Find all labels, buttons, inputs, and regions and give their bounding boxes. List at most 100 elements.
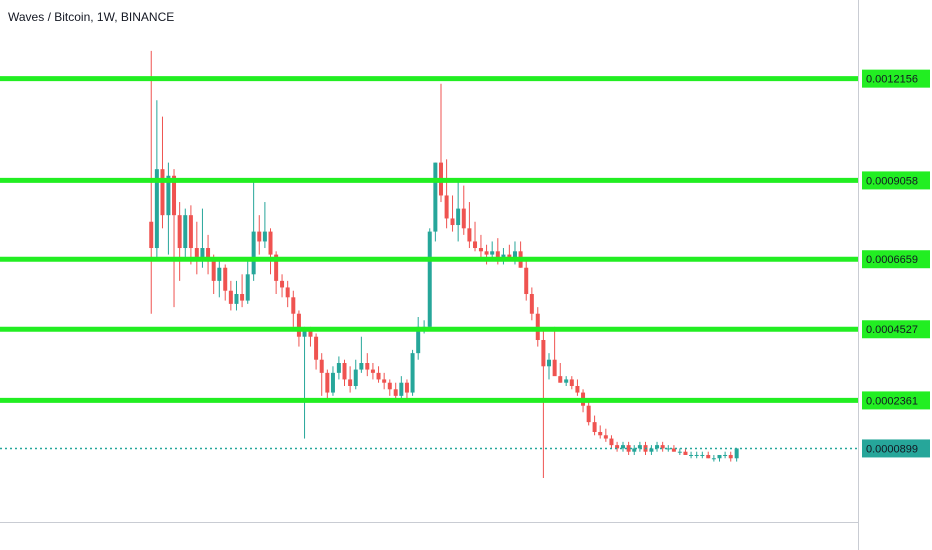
candle-body (183, 215, 188, 249)
candle-body (495, 251, 500, 258)
candle-body (336, 363, 341, 373)
level-label: 0.0012156 (866, 74, 918, 86)
candle-body (541, 340, 546, 367)
candle-body (285, 287, 290, 298)
candle-body (268, 231, 273, 255)
candle-body (689, 454, 694, 456)
candle-body (410, 353, 415, 393)
chart-title: Waves / Bitcoin, 1W, BINANCE (8, 10, 174, 24)
candle-body (291, 297, 296, 314)
level-label-box (862, 391, 930, 410)
candle-body (240, 294, 245, 301)
candle-body (671, 448, 676, 452)
candle-body (433, 162, 438, 232)
candle-body (399, 382, 404, 396)
candle-body (302, 330, 307, 337)
candle-body (507, 254, 512, 258)
candle-body (467, 228, 472, 242)
candle-body (609, 438, 614, 446)
candle-body (365, 363, 370, 370)
candle-body (177, 215, 182, 249)
candle-body (649, 448, 654, 452)
candle-body (677, 451, 682, 453)
candle-body (427, 231, 432, 327)
level-label: 0.0006659 (866, 254, 918, 266)
candle-body (160, 169, 165, 216)
candle-body (717, 454, 722, 459)
candle-body (728, 454, 733, 459)
candle-body (683, 451, 688, 455)
level-label: 0.0009058 (866, 175, 918, 187)
candle-body (251, 231, 256, 275)
candle-body (512, 251, 517, 258)
level-label-box (862, 171, 930, 190)
candle-body (382, 379, 387, 383)
candle-body (490, 251, 495, 255)
candle-body (348, 379, 353, 386)
candle-body (711, 458, 716, 460)
axes: 0.0012156 0.0009058 0.0006659 0.0004527 0.00… (862, 69, 930, 458)
candle-body (387, 382, 392, 390)
candle-body (245, 274, 250, 301)
candle-body (314, 336, 319, 360)
candle-body (330, 372, 335, 393)
candle-body (257, 231, 262, 242)
candle-body (296, 313, 301, 337)
candle-body (353, 369, 358, 386)
candle-body (217, 267, 222, 281)
candle-body (149, 221, 154, 249)
candle-body (626, 445, 631, 452)
candle-body (274, 254, 279, 281)
candle-body (325, 372, 330, 393)
candle-body (484, 251, 489, 255)
last-price-label: 0.0000899 (866, 443, 918, 455)
candle-body (194, 248, 199, 262)
candle-body (524, 267, 529, 295)
candle-body (552, 359, 557, 377)
candle-body (200, 248, 205, 262)
candle-body (444, 195, 449, 219)
candle-body (211, 261, 216, 281)
last-price-box (862, 439, 930, 458)
level-label: 0.0002361 (866, 395, 918, 407)
candle-body (404, 382, 409, 393)
candle-body (575, 385, 580, 393)
candle-body (188, 215, 193, 249)
candle-body (603, 435, 608, 439)
candle-body (501, 254, 506, 258)
candle-body (416, 326, 421, 354)
candle-body (393, 389, 398, 396)
candle-body (569, 379, 574, 386)
candle-body (262, 231, 267, 242)
candle-body (154, 169, 159, 249)
candle-body (558, 376, 563, 383)
candle-body (598, 431, 603, 436)
candle-body (280, 280, 285, 288)
candle-body (223, 267, 228, 291)
candle-body (632, 448, 637, 452)
candle-body (564, 379, 569, 383)
candle-body (706, 454, 711, 459)
candle-body (319, 359, 324, 373)
candle-body (234, 294, 239, 304)
candle-body (666, 448, 671, 450)
level-label-box (862, 250, 930, 269)
candle-body (450, 218, 455, 226)
candle-body (592, 422, 597, 432)
candle-body (370, 369, 375, 373)
candle-body (308, 330, 313, 337)
candle-body (342, 363, 347, 380)
candle-body (478, 248, 483, 252)
candle-body (723, 454, 728, 456)
candle-body (694, 454, 699, 456)
candle-body (660, 445, 665, 449)
level-label-box (862, 320, 930, 339)
candle-body (734, 448, 739, 459)
candle-body (166, 175, 171, 216)
candle-body (655, 445, 660, 449)
candle-body (228, 290, 233, 304)
candle-body (637, 445, 642, 449)
candle-body (359, 363, 364, 370)
